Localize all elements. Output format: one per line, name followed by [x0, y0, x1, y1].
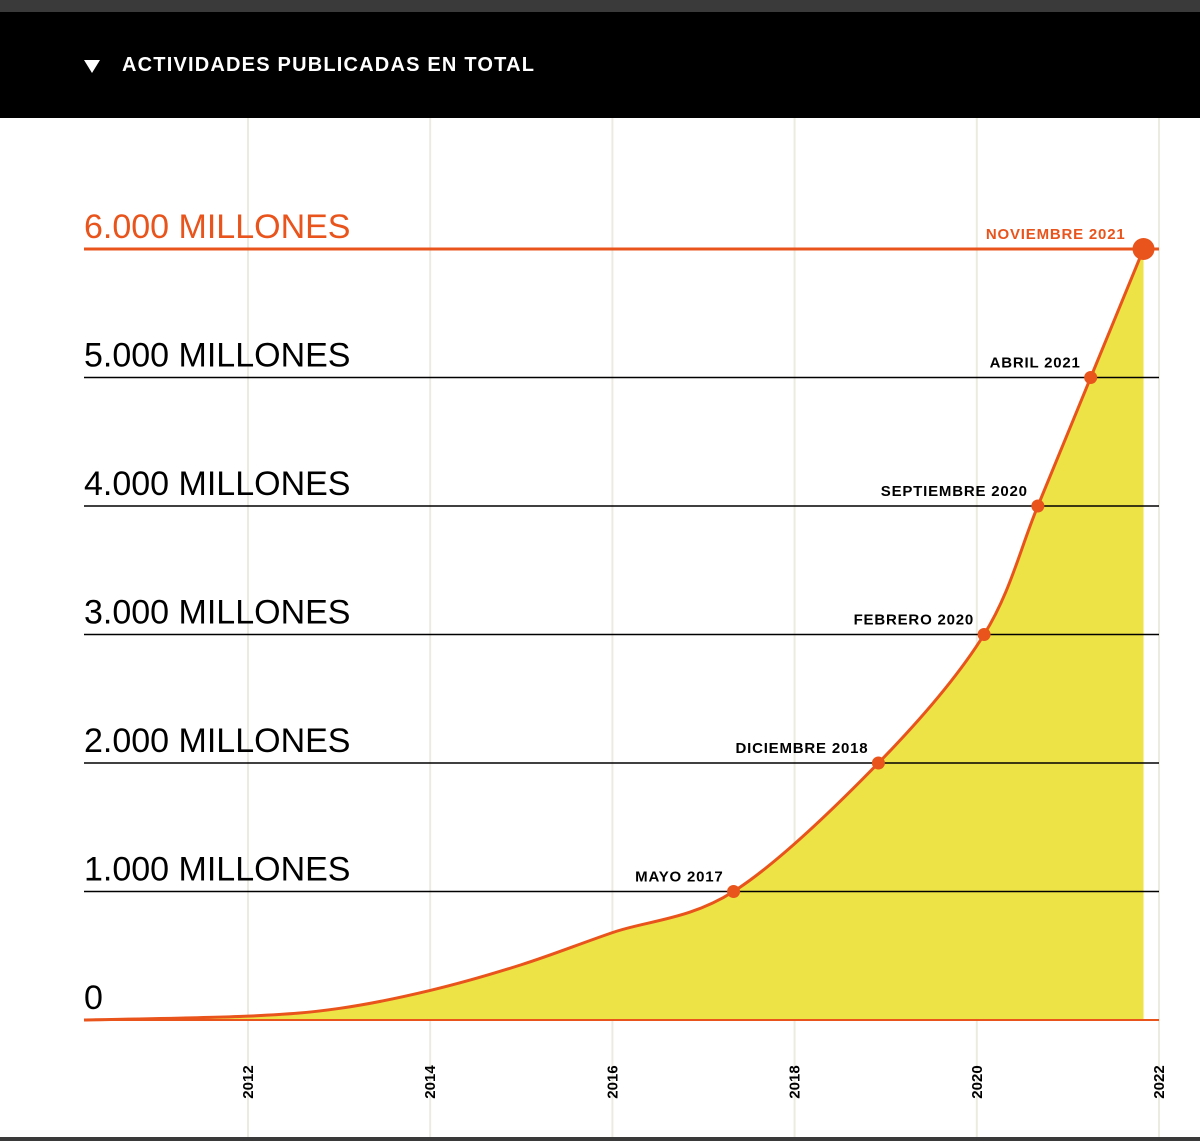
milestone-point-1 [871, 756, 885, 770]
milestone-point-2 [977, 628, 991, 641]
x-tick-label-2014: 2014 [422, 1065, 439, 1099]
milestone-label-1: DICIEMBRE 2018 [735, 740, 868, 757]
y-tick-label-3: 3.000 MILLONES [84, 594, 350, 632]
milestone-point-5 [1132, 238, 1155, 260]
milestone-point-4 [1084, 371, 1098, 384]
y-tick-label-5: 5.000 MILLONES [84, 337, 350, 375]
milestone-point-0 [727, 885, 741, 898]
x-tick-label-2016: 2016 [604, 1065, 621, 1098]
milestone-label-3: SEPTIEMBRE 2020 [881, 483, 1028, 500]
milestone-label-2: FEBRERO 2020 [854, 612, 974, 629]
milestone-label-4: ABRIL 2021 [990, 355, 1081, 372]
milestone-label-0: MAYO 2017 [635, 869, 723, 886]
section-title: ACTIVIDADES PUBLICADAS EN TOTAL [122, 54, 536, 76]
x-tick-label-2022: 2022 [1151, 1065, 1168, 1098]
milestone-point-3 [1031, 499, 1045, 513]
area-fill [84, 249, 1144, 1020]
y-tick-label-0: 0 [84, 979, 103, 1017]
triangle-down-icon[interactable] [84, 60, 100, 73]
y-tick-label-4: 4.000 MILLONES [84, 465, 350, 503]
section-header[interactable]: ACTIVIDADES PUBLICADAS EN TOTAL [0, 12, 1200, 118]
x-tick-label-2018: 2018 [787, 1065, 804, 1098]
milestone-label-5: NOVIEMBRE 2021 [986, 226, 1126, 243]
series-line [83, 248, 1145, 1022]
y-tick-label-2: 2.000 MILLONES [84, 722, 350, 760]
y-tick-label-6: 6.000 MILLONES [84, 208, 350, 246]
top-strip [0, 0, 1200, 12]
bottom-border [0, 1137, 1200, 1141]
x-tick-label-2012: 2012 [240, 1065, 257, 1098]
x-tick-label-2020: 2020 [969, 1065, 986, 1098]
y-tick-label-1: 1.000 MILLONES [84, 851, 350, 889]
